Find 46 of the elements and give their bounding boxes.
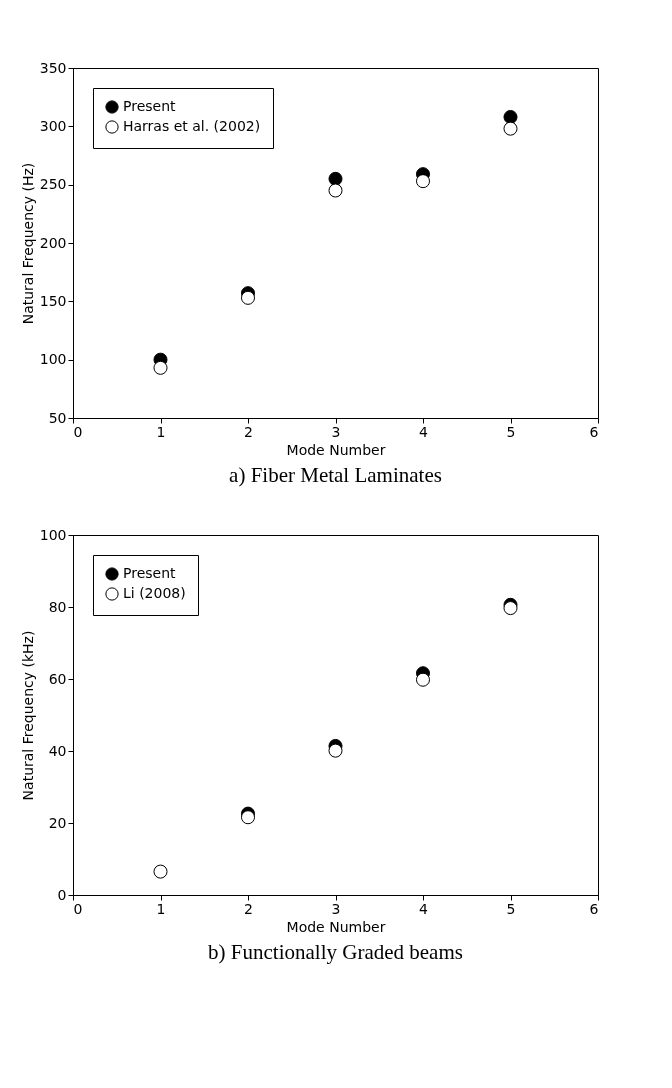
x-tick-label: 5 — [506, 900, 516, 917]
point — [415, 672, 431, 687]
text: a) Fiber Metal Laminates — [229, 463, 442, 487]
y-tick-label: 0 — [57, 886, 67, 903]
x-tick-label: 3 — [331, 423, 341, 440]
x-tick-label: 0 — [73, 900, 83, 917]
y-tick-label: 40 — [48, 742, 67, 759]
x-tick-label: 4 — [419, 423, 429, 440]
point — [153, 360, 168, 375]
y-tick-label: 250 — [39, 176, 67, 193]
x-tick-label: 6 — [589, 900, 599, 917]
y-axis-title: Natural Frequency (Hz) — [19, 162, 36, 325]
point — [503, 109, 518, 125]
y-tick-label: 150 — [39, 292, 67, 309]
x-tick-label: 1 — [156, 900, 166, 917]
y-tick-label: 300 — [39, 117, 67, 134]
point — [328, 743, 343, 758]
y-tick-label: 100 — [39, 351, 67, 368]
y-tick-label: 60 — [48, 670, 67, 687]
legend-label: Harras et al. (2002) — [123, 118, 261, 134]
x-tick-label: 0 — [73, 423, 83, 440]
x-tick-label: 5 — [506, 423, 516, 440]
x-axis-title: Mode Number — [286, 918, 386, 935]
y-tick-label: 200 — [39, 234, 67, 251]
y-tick-label: 20 — [48, 814, 67, 831]
x-tick-label: 2 — [244, 900, 253, 917]
point — [328, 171, 343, 186]
point — [240, 290, 256, 305]
point — [240, 810, 256, 825]
x-tick-label: 2 — [244, 423, 253, 440]
x-tick-label: 4 — [419, 900, 429, 917]
point — [415, 174, 431, 189]
y-tick-label: 50 — [48, 409, 67, 426]
text: b) Functionally Graded beams — [208, 940, 463, 964]
legend-label: Li (2008) — [123, 585, 186, 601]
x-tick-label: 6 — [589, 423, 599, 440]
y-axis-title: Natural Frequency (kHz) — [19, 630, 36, 801]
legend-label: Present — [123, 565, 177, 581]
x-axis-title: Mode Number — [286, 441, 386, 458]
point — [503, 601, 518, 616]
y-tick-label: 80 — [48, 598, 67, 615]
x-tick-label: 3 — [331, 900, 341, 917]
x-tick-label: 1 — [156, 423, 166, 440]
y-tick-label: 100 — [39, 526, 67, 543]
legend-label: Present — [123, 98, 177, 114]
y-tick-label: 350 — [39, 59, 67, 76]
